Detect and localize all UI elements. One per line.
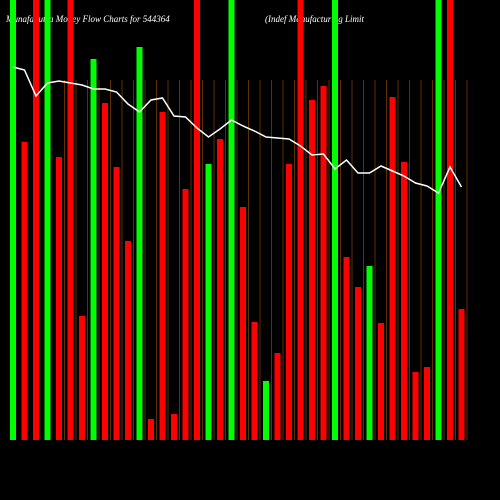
bar [182,189,189,440]
bar [240,207,246,440]
bar [21,142,28,440]
bar [435,0,442,440]
bar [148,419,154,440]
bar [113,167,120,440]
bar [424,367,430,440]
price-line [12,66,463,195]
bar [205,164,212,440]
bar [171,414,177,440]
bar [355,287,361,440]
bar [366,266,373,440]
bar [447,0,453,440]
bar [320,86,327,440]
bar [56,157,62,440]
bar [79,316,85,440]
bar [102,103,108,440]
bar [401,162,407,440]
bar [332,0,338,440]
bar [274,353,281,440]
bar [125,241,131,440]
bar [33,0,39,440]
bar [263,381,269,440]
bar [217,139,223,440]
bar [378,323,384,440]
bar [286,164,292,440]
bar [251,322,258,440]
bar [136,47,143,440]
bar [343,257,350,440]
bar [412,372,419,440]
bar [389,97,396,440]
bar [67,0,74,440]
bar [309,100,315,440]
chart-title: MunafaSutra Money Flow Charts for 544364 [5,14,170,24]
bar [297,0,304,440]
bar [44,0,51,440]
bar [159,112,166,440]
bar [194,0,200,440]
chart-subtitle: (Indef Manufacturing Limit [265,14,364,24]
bar [10,0,16,440]
bar [90,59,97,440]
bar [228,0,235,440]
bar [458,309,465,440]
